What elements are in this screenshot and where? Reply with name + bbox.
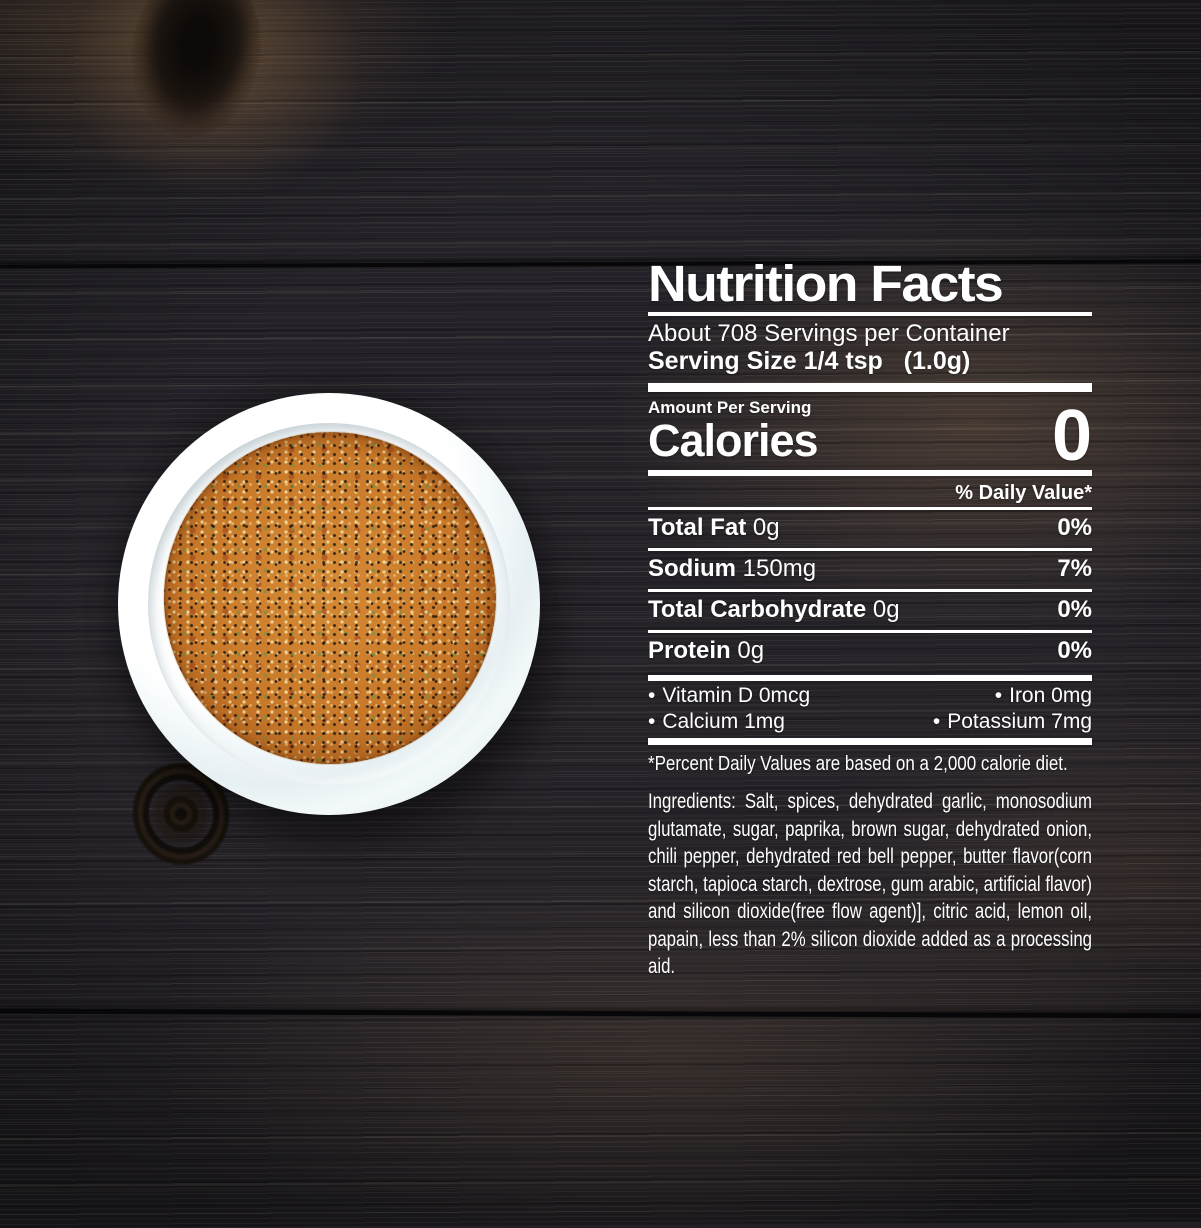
calories-row: Calories 0 (648, 400, 1092, 472)
nutrient-daily-value: 0% (1057, 637, 1092, 664)
micronutrient-row-2: • Calcium 1mg • Potassium 7mg (648, 711, 1092, 733)
serving-size: Serving Size 1/4 tsp (1.0g) (648, 347, 971, 375)
ingredients-text: Ingredients: Salt, spices, dehydrated ga… (648, 790, 1092, 978)
nutrient-name-amount: Protein 0g (648, 637, 765, 664)
divider (648, 548, 1092, 551)
daily-value-footnote: *Percent Daily Values are based on a 2,0… (648, 753, 1068, 775)
divider (648, 507, 1092, 510)
nutrient-row-sodium: Sodium 150mg 7% (648, 551, 1092, 586)
divider-under-calories (648, 470, 1092, 476)
daily-value-header: % Daily Value* (955, 482, 1092, 504)
divider-thick-bottom (648, 738, 1092, 745)
nutrient-row-total-fat: Total Fat 0g 0% (648, 510, 1092, 545)
micronutrient-calcium: • Calcium 1mg (648, 710, 785, 733)
nutrient-name-amount: Total Fat 0g (648, 514, 780, 541)
seasoning-mix (164, 432, 496, 764)
bullet-icon: • (994, 684, 1003, 707)
nutrient-name-amount: Total Carbohydrate 0g (648, 596, 900, 623)
ingredients-container: Ingredients: Salt, spices, dehydrated ga… (648, 788, 1092, 981)
servings-per-container: About 708 Servings per Container (648, 320, 1010, 347)
micronutrient-vitamin-d: • Vitamin D 0mcg (648, 684, 811, 707)
amount-per-serving: Amount Per Serving (648, 398, 812, 417)
divider-under-protein (648, 675, 1092, 681)
nutrient-daily-value: 0% (1057, 596, 1092, 623)
divider-thick-top (648, 383, 1092, 392)
divider-under-title (648, 312, 1092, 316)
nutrient-name-amount: Sodium 150mg (648, 555, 817, 582)
divider (648, 589, 1092, 592)
footnote-container: *Percent Daily Values are based on a 2,0… (648, 754, 1092, 775)
spice-bowl (118, 393, 540, 815)
divider (648, 630, 1092, 633)
bullet-icon: • (648, 710, 656, 733)
bullet-icon: • (648, 684, 656, 707)
calories-value: 0 (1051, 396, 1092, 476)
calories-label: Calories (648, 415, 819, 466)
bullet-icon: • (932, 710, 941, 733)
nutrient-daily-value: 0% (1057, 514, 1092, 541)
nutrient-row-total-carbohydrate: Total Carbohydrate 0g 0% (648, 592, 1092, 627)
nutrient-daily-value: 7% (1057, 555, 1092, 582)
micronutrient-iron: • Iron 0mg (994, 684, 1092, 707)
micronutrient-potassium: • Potassium 7mg (932, 710, 1092, 733)
label-title: Nutrition Facts (648, 255, 1004, 312)
micronutrient-row-1: • Vitamin D 0mcg • Iron 0mg (648, 685, 1092, 707)
nutrition-facts-label: Nutrition Facts About 708 Servings per C… (648, 258, 1092, 981)
nutrient-row-protein: Protein 0g 0% (648, 633, 1092, 668)
